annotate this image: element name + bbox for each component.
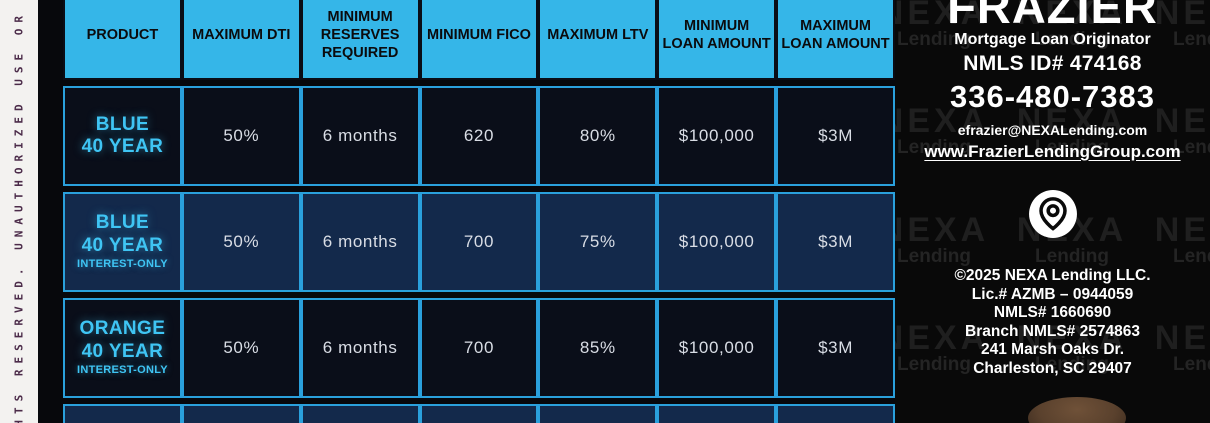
agent-name: FRAZIER — [947, 0, 1158, 33]
company-branch-nmls: Branch NMLS# 2574863 — [965, 322, 1140, 340]
cell-max-ltv: 80% — [538, 86, 658, 186]
product-name-line2: 40 YEAR — [81, 136, 164, 157]
contact-content: FRAZIER Mortgage Loan Originator NMLS ID… — [895, 0, 1210, 379]
cell-min-reserves: 6 months — [300, 192, 420, 292]
company-city: Charleston, SC 29407 — [973, 359, 1132, 377]
cell-max-dti: 50% — [181, 298, 301, 398]
table-row-blue-40: BLUE 40 YEAR 50% 6 months 620 80% $100,0… — [63, 86, 895, 186]
agent-nmls-id: NMLS ID# 474168 — [963, 52, 1142, 75]
column-header-max-ltv: MAXIMUM LTV — [538, 0, 658, 80]
cell-min-fico: 700 — [419, 192, 539, 292]
table-row-blue-40-io: BLUE 40 YEAR INTEREST-ONLY 50% 6 months … — [63, 192, 895, 292]
product-name-line3: INTEREST-ONLY — [76, 364, 168, 377]
column-header-max-dti: MAXIMUM DTI — [181, 0, 301, 80]
column-header-min-fico: MINIMUM FICO — [419, 0, 539, 80]
header-row: PRODUCT MAXIMUM DTI MINIMUM RESERVES REQ… — [63, 0, 895, 80]
company-info-block: ©2025 NEXA Lending LLC. Lic.# AZMB – 094… — [895, 267, 1210, 379]
table-row-cutoff — [63, 404, 895, 423]
cell-max-loan: $3M — [776, 86, 895, 186]
table-row-orange-40-io: ORANGE 40 YEAR INTEREST-ONLY 50% 6 month… — [63, 298, 895, 398]
product-name-line1: ORANGE — [79, 318, 166, 340]
location-pin-icon — [1028, 190, 1077, 238]
cell-max-loan: $3M — [776, 192, 895, 292]
product-name-line1: BLUE — [95, 113, 150, 135]
product-name-line2: 40 YEAR — [81, 234, 164, 256]
cell-min-loan: $100,000 — [657, 298, 777, 398]
cell-min-fico: 620 — [419, 86, 539, 186]
company-street: 241 Marsh Oaks Dr. — [980, 341, 1125, 359]
cell-product: BLUE 40 YEAR — [63, 86, 182, 186]
agent-email[interactable]: efrazier@NEXALending.com — [957, 122, 1148, 138]
product-name-line3: INTEREST-ONLY — [76, 258, 168, 271]
column-header-max-loan: MAXIMUM LOAN AMOUNT — [776, 0, 895, 80]
cell-product: BLUE 40 YEAR INTEREST-ONLY — [63, 192, 182, 292]
contact-panel: NEXALendingNEXALendingNEXALendingNEXALen… — [895, 0, 1210, 423]
cell-min-reserves: 6 months — [300, 298, 420, 398]
loan-matrix-table: PRODUCT MAXIMUM DTI MINIMUM RESERVES REQ… — [63, 0, 895, 423]
cell-max-loan: $3M — [776, 298, 895, 398]
cell-max-ltv: 85% — [538, 298, 658, 398]
column-header-product: PRODUCT — [63, 0, 182, 80]
copyright-strip: GHTS RESERVED. UNAUTHORIZED USE OR R — [0, 0, 38, 423]
cell-min-loan: $100,000 — [657, 192, 777, 292]
agent-phone: 336-480-7383 — [949, 79, 1156, 114]
cell-min-loan: $100,000 — [657, 86, 777, 186]
column-header-min-loan: MINIMUM LOAN AMOUNT — [657, 0, 777, 80]
company-copyright: ©2025 NEXA Lending LLC. — [954, 267, 1151, 284]
product-name-line1: BLUE — [95, 212, 150, 234]
cell-product: ORANGE 40 YEAR INTEREST-ONLY — [63, 298, 182, 398]
location-pin-wrap — [895, 189, 1210, 244]
cell-min-fico: 700 — [419, 298, 539, 398]
company-license: Lic.# AZMB – 0944059 — [971, 285, 1134, 303]
product-name-line2: 40 YEAR — [81, 340, 164, 362]
website-link[interactable]: www.FrazierLendingGroup.com — [924, 142, 1181, 161]
cell-max-dti: 50% — [181, 86, 301, 186]
cell-max-dti: 50% — [181, 192, 301, 292]
copyright-vertical-text: GHTS RESERVED. UNAUTHORIZED USE OR R — [12, 0, 26, 423]
cell-max-ltv: 75% — [538, 192, 658, 292]
nexa-watermark: NEXALendingNEXALendingNEXALendingNEXALen… — [895, 0, 1210, 375]
agent-title: Mortgage Loan Originator — [954, 31, 1151, 48]
column-header-min-reserves: MINIMUM RESERVES REQUIRED — [300, 0, 420, 80]
loan-matrix: PRODUCT MAXIMUM DTI MINIMUM RESERVES REQ… — [63, 0, 895, 423]
cell-min-reserves: 6 months — [300, 86, 420, 186]
company-nmls: NMLS# 1660690 — [993, 304, 1112, 322]
